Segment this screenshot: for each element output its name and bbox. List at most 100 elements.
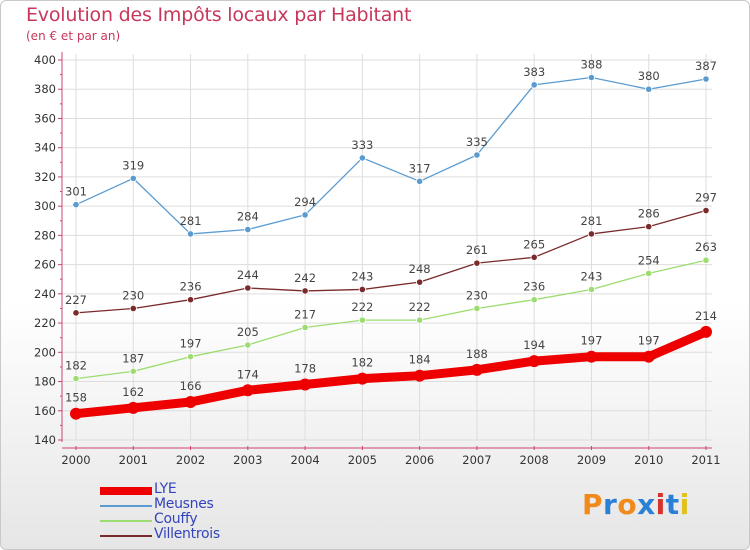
- point-couffy: [72, 375, 80, 383]
- point-meusnes: [473, 151, 481, 159]
- point-villentrois: [645, 223, 653, 231]
- data-label-villentrois: 236: [180, 280, 202, 294]
- logo-letter: i: [655, 488, 666, 521]
- data-label-villentrois: 286: [638, 207, 660, 221]
- point-villentrois: [587, 230, 596, 238]
- legend: LYE Meusnes Couffy Villentrois: [100, 481, 300, 543]
- point-meusnes: [358, 154, 366, 162]
- y-tick-label: 400: [34, 53, 56, 67]
- point-villentrois: [702, 206, 710, 215]
- point-couffy: [244, 341, 252, 349]
- logo-letter: r: [603, 488, 618, 521]
- data-label-couffy: 197: [180, 337, 202, 351]
- point-couffy: [645, 269, 653, 277]
- point-villentrois: [72, 309, 80, 317]
- data-label-villentrois: 261: [466, 243, 488, 257]
- point-lye: [470, 363, 483, 376]
- legend-item-couffy: Couffy: [100, 511, 300, 528]
- point-meusnes: [301, 211, 309, 219]
- data-label-couffy: 254: [638, 253, 660, 267]
- point-lye: [642, 350, 655, 363]
- point-couffy: [129, 367, 137, 375]
- legend-item-meusnes: Meusnes: [100, 496, 300, 513]
- point-lye: [127, 401, 140, 414]
- series-line-couffy: [75, 259, 707, 380]
- point-villentrois: [473, 259, 481, 267]
- data-label-villentrois: 248: [409, 262, 431, 276]
- point-couffy: [530, 296, 538, 304]
- y-tick-label: 340: [34, 141, 56, 155]
- y-tick-label: 360: [34, 111, 56, 125]
- y-tick-label: 380: [34, 82, 56, 96]
- data-label-couffy: 243: [580, 269, 602, 283]
- legend-swatch: [100, 487, 152, 495]
- point-couffy: [358, 316, 366, 324]
- data-label-meusnes: 333: [351, 138, 373, 152]
- y-tick-label: 260: [34, 258, 56, 272]
- data-label-lye: 194: [523, 338, 545, 352]
- point-villentrois: [358, 285, 366, 294]
- data-label-meusnes: 281: [180, 214, 202, 228]
- point-lye: [356, 372, 369, 385]
- point-lye: [70, 407, 82, 420]
- x-tick-label: 2002: [176, 453, 205, 467]
- legend-label: Meusnes: [154, 496, 214, 512]
- y-tick-label: 200: [34, 345, 56, 359]
- y-tick-label: 160: [34, 404, 56, 418]
- x-tick-label: 2005: [348, 453, 377, 467]
- point-villentrois: [301, 287, 309, 295]
- data-label-meusnes: 335: [466, 135, 488, 149]
- point-couffy: [702, 256, 710, 264]
- data-label-villentrois: 230: [122, 288, 144, 302]
- point-villentrois: [186, 296, 195, 304]
- x-tick-label: 2006: [405, 453, 434, 467]
- x-tick-label: 2004: [290, 453, 319, 467]
- data-label-lye: 162: [122, 385, 144, 399]
- legend-swatch: [100, 520, 152, 522]
- y-tick-label: 280: [34, 228, 56, 242]
- data-label-couffy: 182: [65, 359, 87, 373]
- point-couffy: [186, 353, 195, 361]
- data-label-meusnes: 301: [65, 185, 87, 199]
- data-label-lye: 158: [65, 391, 87, 405]
- data-label-meusnes: 387: [695, 59, 717, 73]
- data-label-couffy: 263: [695, 240, 717, 254]
- point-villentrois: [530, 253, 538, 261]
- data-label-meusnes: 388: [580, 58, 602, 72]
- legend-item-villentrois: Villentrois: [100, 526, 300, 543]
- legend-item-lye: LYE: [100, 481, 300, 498]
- point-meusnes: [587, 73, 596, 82]
- legend-label: Villentrois: [154, 526, 220, 542]
- data-labels: 301 319 281 284 294 333 317 335 383 388 380 387 182 1…: [65, 58, 717, 405]
- y-tick-label: 240: [34, 287, 56, 301]
- x-tick-label: 2008: [520, 453, 549, 467]
- point-couffy: [473, 304, 481, 313]
- point-lye: [413, 369, 426, 382]
- point-lye: [299, 378, 312, 391]
- y-tick-label: 300: [34, 199, 56, 213]
- x-tick-label: 2007: [462, 453, 491, 467]
- legend-swatch: [100, 535, 152, 537]
- point-couffy: [416, 316, 424, 324]
- data-label-meusnes: 319: [122, 158, 144, 172]
- point-meusnes: [244, 225, 252, 234]
- point-meusnes: [186, 230, 195, 238]
- point-meusnes: [702, 75, 710, 83]
- point-villentrois: [129, 304, 137, 313]
- point-meusnes: [645, 85, 653, 93]
- data-label-villentrois: 265: [523, 237, 545, 251]
- logo-letter: o: [617, 488, 638, 521]
- data-label-lye: 197: [638, 334, 660, 348]
- data-label-couffy: 222: [351, 300, 373, 314]
- data-label-villentrois: 243: [351, 269, 373, 283]
- logo-letter: P: [582, 488, 604, 521]
- point-meusnes: [530, 81, 538, 89]
- series-lines: [70, 73, 712, 420]
- grid-lines: [62, 54, 712, 441]
- logo-letter: x: [637, 488, 656, 521]
- point-lye: [585, 350, 598, 363]
- x-tick-label: 2003: [233, 453, 262, 467]
- series-line-villentrois: [75, 209, 707, 314]
- data-label-villentrois: 297: [695, 191, 717, 205]
